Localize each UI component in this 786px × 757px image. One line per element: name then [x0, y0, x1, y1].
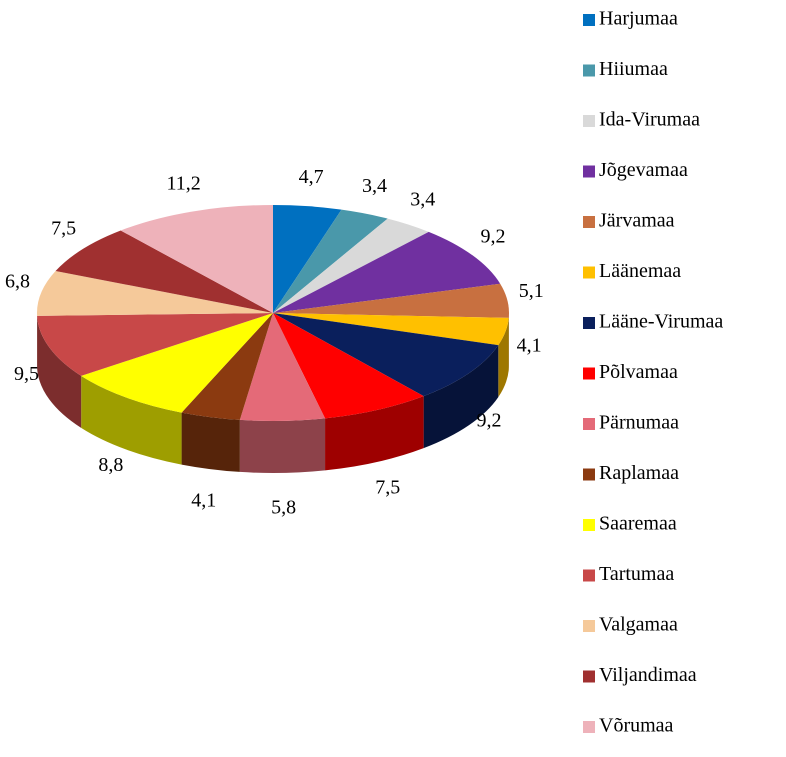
pie-slice: [273, 218, 429, 313]
data-label: 3,4: [410, 188, 435, 210]
legend-label: Pärnumaa: [599, 412, 679, 434]
pie-side: [239, 418, 326, 473]
pie-side: [498, 317, 509, 398]
legend-label: Viljandimaa: [599, 664, 697, 686]
legend-swatch: [583, 367, 595, 380]
data-label: 7,5: [51, 218, 76, 240]
pie-slice: [273, 231, 501, 313]
pie-slice: [55, 230, 273, 313]
legend-swatch: [583, 317, 595, 329]
legend-label: Tartumaa: [599, 563, 674, 585]
pie-side: [81, 375, 182, 465]
pie-slice: [120, 205, 274, 313]
legend-swatch: [583, 670, 595, 683]
legend-swatch: [583, 14, 595, 26]
legend-swatch: [583, 216, 595, 228]
pie-side: [181, 412, 240, 472]
pie-slice: [37, 313, 274, 376]
pie-slice: [273, 313, 424, 419]
legend-label: Raplamaa: [599, 462, 679, 484]
legend-swatch: [583, 620, 595, 632]
legend-label: Harjumaa: [599, 8, 678, 30]
data-label: 9,2: [480, 225, 505, 247]
data-label: 4,7: [299, 166, 324, 188]
pie-slice: [273, 313, 509, 346]
legend-swatch: [583, 115, 595, 127]
legend-label: Lääne-Virumaa: [599, 311, 723, 333]
legend-label: Läänemaa: [599, 260, 681, 282]
legend-swatch: [583, 468, 595, 481]
data-label: 5,8: [271, 496, 296, 518]
data-label: 8,8: [98, 454, 123, 476]
pie-slice: [37, 271, 273, 316]
legend-swatch: [583, 418, 595, 430]
legend-swatch: [583, 165, 595, 178]
data-label: 9,2: [476, 410, 501, 432]
data-label: 6,8: [5, 271, 30, 293]
legend-label: Valgamaa: [599, 614, 678, 636]
pie-slice: [273, 283, 509, 318]
legend-swatch: [583, 64, 595, 77]
data-label: 3,4: [362, 175, 387, 197]
pie-side: [325, 396, 424, 471]
legend-label: Järvamaa: [599, 210, 675, 232]
pie-slice: [239, 313, 326, 422]
pie-slice: [273, 313, 499, 397]
data-label: 11,2: [167, 173, 201, 195]
pie-side: [423, 345, 499, 449]
legend-swatch: [583, 721, 595, 733]
legend-label: Jõgevamaa: [599, 159, 688, 181]
pie-slice: [273, 209, 388, 313]
legend-label: Põlvamaa: [599, 361, 678, 383]
legend-label: Võrumaa: [599, 715, 674, 737]
legend-swatch: [583, 569, 595, 582]
data-label: 4,1: [517, 334, 542, 356]
data-label: 4,1: [191, 490, 216, 512]
data-label: 7,5: [375, 476, 400, 498]
pie-slice: [81, 313, 273, 413]
legend-swatch: [583, 519, 595, 531]
pie-slice: [273, 205, 342, 313]
legend-swatch: [583, 266, 595, 279]
data-label: 9,5: [14, 363, 39, 385]
pie-side: [37, 315, 82, 428]
legend-label: Hiiumaa: [599, 58, 668, 80]
pie-slice: [181, 313, 273, 420]
data-label: 5,1: [519, 280, 544, 302]
legend-label: Ida-Virumaa: [599, 109, 700, 131]
legend-label: Saaremaa: [599, 513, 677, 535]
